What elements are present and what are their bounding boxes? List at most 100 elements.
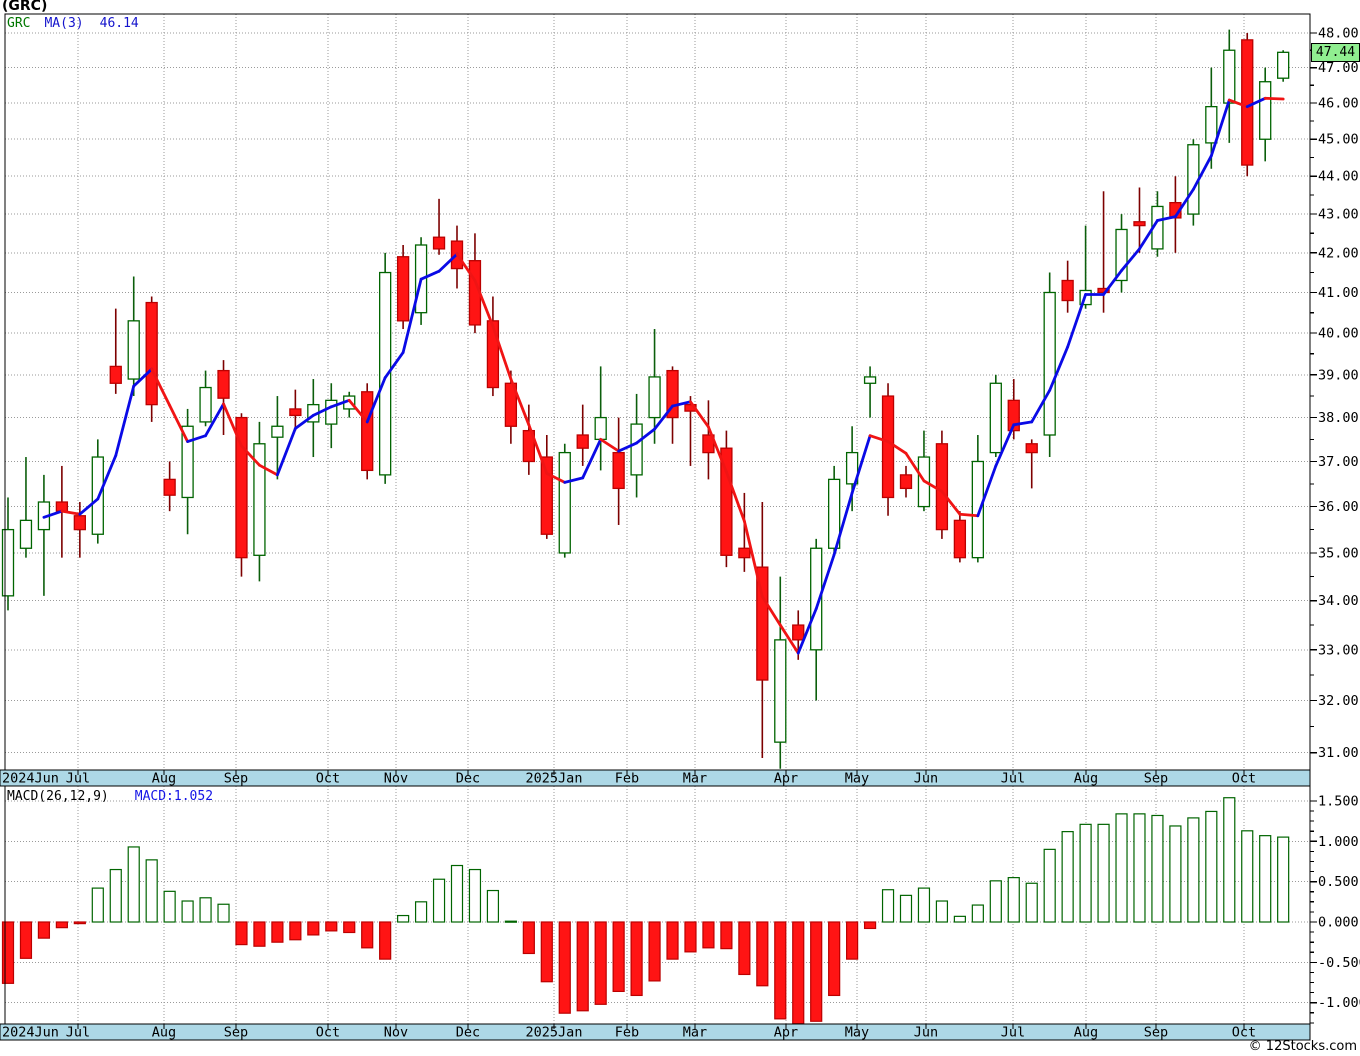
candle-body xyxy=(235,416,248,559)
macd-legend: MACD(26,12,9) MACD:1.052 xyxy=(7,789,213,804)
candle-body xyxy=(648,376,661,419)
candle-body xyxy=(1115,228,1128,282)
ma3-segment xyxy=(419,269,441,281)
ma3-segment xyxy=(1138,219,1159,251)
ma3-segment xyxy=(922,479,944,493)
ma3-segment xyxy=(760,595,782,627)
ma3-segment xyxy=(904,451,926,483)
macd-bar xyxy=(1007,877,1020,923)
macd-bar xyxy=(307,921,320,936)
macd-bar xyxy=(1025,882,1038,923)
watermark: © 12Stocks.com xyxy=(1248,1039,1357,1054)
macd-panel-border xyxy=(4,785,1311,1025)
candle-body xyxy=(396,256,410,322)
macd-bar xyxy=(289,921,302,941)
ma3-line xyxy=(42,96,1285,655)
macd-bar xyxy=(1,921,15,984)
ma3-segment xyxy=(635,427,656,445)
macd-bar xyxy=(217,903,230,923)
macd-bar xyxy=(1115,813,1128,923)
candle-body xyxy=(953,519,967,559)
ma3-segment xyxy=(329,398,351,409)
macd-bar xyxy=(235,921,248,946)
ma3-segment xyxy=(581,437,603,480)
candle-body xyxy=(576,434,589,449)
ma3-segment xyxy=(401,277,423,354)
macd-bar xyxy=(648,921,661,982)
month-label: Apr xyxy=(774,1025,798,1041)
macd-value-label: MACD:1.052 xyxy=(134,789,214,804)
month-label: Aug xyxy=(152,771,176,787)
ma3-segment xyxy=(671,400,692,408)
ma3-segment xyxy=(186,434,207,443)
ma3-segment xyxy=(42,509,64,519)
macd-bar xyxy=(1241,830,1254,923)
month-label: Sep xyxy=(1144,771,1168,787)
macd-bar xyxy=(863,921,877,930)
candle-body xyxy=(810,547,823,651)
macd-bar xyxy=(199,897,212,923)
month-label: Feb xyxy=(615,1025,639,1041)
macd-bar xyxy=(846,921,859,960)
ma3-segment xyxy=(1030,388,1052,424)
month-strip xyxy=(0,1023,1311,1041)
ma3-segment xyxy=(1120,247,1141,272)
candle-body xyxy=(828,478,841,549)
candle-body xyxy=(181,425,194,499)
price-axis-label: 33.00 xyxy=(1318,642,1359,658)
candle-body xyxy=(504,382,518,427)
candle-body xyxy=(1277,51,1290,79)
macd-bar xyxy=(504,920,517,923)
macd-bar xyxy=(1187,817,1200,923)
macd-bar xyxy=(989,880,1002,923)
macd-bar xyxy=(361,921,374,949)
ma3-segment xyxy=(1209,98,1231,158)
ma3-segment xyxy=(311,405,333,417)
candle-body xyxy=(1007,399,1020,432)
month-label: Oct xyxy=(1232,771,1256,787)
candle-body xyxy=(881,395,895,499)
price-axis-label: 44.00 xyxy=(1318,169,1359,185)
candle-body xyxy=(73,515,86,531)
ma3-segment xyxy=(1245,96,1267,109)
macd-bar xyxy=(1205,810,1218,923)
candle-body xyxy=(989,382,1002,454)
macd-bar xyxy=(397,914,410,923)
ma3-segment xyxy=(725,470,746,523)
price-axis-label: 40.00 xyxy=(1318,326,1359,342)
macd-bar xyxy=(612,921,625,993)
price-panel-border xyxy=(4,13,1311,771)
candle-body xyxy=(127,320,140,380)
ma3-segment xyxy=(814,553,836,611)
macd-bar xyxy=(540,921,553,983)
ma3-segment xyxy=(958,512,980,518)
ma3-segment xyxy=(96,454,118,501)
macd-bar xyxy=(432,878,446,923)
candle-body xyxy=(19,519,33,549)
month-label: Jun xyxy=(914,771,938,787)
macd-bar xyxy=(935,900,949,923)
ma3-segment xyxy=(886,440,908,455)
macd-bar xyxy=(181,900,194,923)
ma3-segment xyxy=(796,607,818,655)
month-label: Mar xyxy=(683,771,707,787)
macd-bar xyxy=(109,868,122,923)
ma3-segment xyxy=(275,427,297,477)
symbol-label: GRC xyxy=(7,16,31,31)
ma3-segment xyxy=(383,351,405,380)
macd-bar xyxy=(720,921,733,950)
candle-body xyxy=(558,451,571,554)
macd-axis-label: -0.500 xyxy=(1318,955,1360,971)
ma3-segment xyxy=(653,404,674,431)
macd-bar xyxy=(271,921,284,943)
macd-bar xyxy=(1277,836,1290,923)
ma3-segment xyxy=(778,623,800,655)
candle-body xyxy=(1043,291,1056,436)
candle-body xyxy=(899,474,913,490)
price-axis-label: 37.00 xyxy=(1318,454,1359,470)
macd-bar xyxy=(450,864,464,923)
month-label: Dec xyxy=(456,1025,480,1041)
candle-body xyxy=(325,399,338,425)
macd-bar xyxy=(594,921,607,1005)
